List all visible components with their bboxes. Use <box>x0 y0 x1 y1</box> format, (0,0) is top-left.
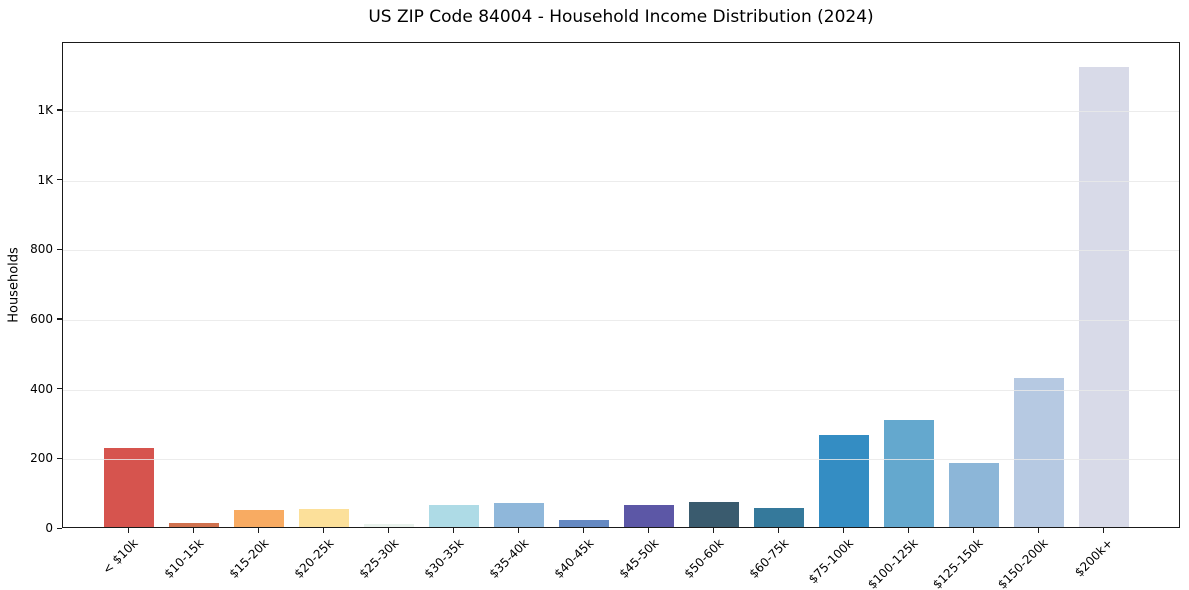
bar-$25-30k <box>364 523 414 527</box>
x-tick-label: $10-15k <box>161 536 206 581</box>
x-tick-label: $60-75k <box>746 536 791 581</box>
y-tick-label: 600 <box>30 311 53 326</box>
bar-$125-150k <box>949 462 999 527</box>
gridline <box>63 389 1179 391</box>
bar-$30-35k <box>429 505 479 527</box>
x-tick-label: $40-45k <box>551 536 596 581</box>
bar-$100-125k <box>884 420 934 527</box>
chart-title: US ZIP Code 84004 - Household Income Dis… <box>368 7 874 27</box>
x-tick-label: $125-150k <box>930 536 986 590</box>
bar-$200k+ <box>1079 67 1129 527</box>
bar-$45-50k <box>624 504 674 527</box>
x-tick-label: $150-200k <box>995 536 1051 590</box>
y-tick-label: 400 <box>30 381 53 396</box>
bar-$150-200k <box>1014 377 1064 527</box>
x-tick-label: $45-50k <box>616 536 661 581</box>
gridline <box>63 459 1179 461</box>
x-tick-label: $20-25k <box>291 536 336 581</box>
x-tick-mark <box>777 528 779 533</box>
x-tick-mark <box>322 528 324 533</box>
x-tick-mark <box>452 528 454 533</box>
x-tick-mark <box>1102 528 1104 533</box>
y-tick-mark <box>57 109 62 111</box>
x-tick-mark <box>647 528 649 533</box>
x-tick-label: $15-20k <box>226 536 271 581</box>
plot-area <box>62 42 1180 528</box>
y-tick-label: 1K <box>37 172 53 187</box>
bar-$75-100k <box>819 434 869 527</box>
x-tick-label: $200k+ <box>1072 536 1116 580</box>
x-tick-mark <box>712 528 714 533</box>
bar-< $10k <box>104 447 154 527</box>
x-tick-label: $100-125k <box>865 536 921 590</box>
y-tick-mark <box>57 179 62 181</box>
x-tick-mark <box>257 528 259 533</box>
bar-$10-15k <box>169 522 219 527</box>
x-tick-label: $35-40k <box>486 536 531 581</box>
x-tick-mark <box>192 528 194 533</box>
y-tick-mark <box>57 248 62 251</box>
gridline <box>63 319 1179 321</box>
bar-$20-25k <box>299 508 349 527</box>
bar-$60-75k <box>754 507 804 527</box>
x-tick-mark <box>842 528 844 533</box>
gridline <box>63 180 1179 182</box>
bar-$35-40k <box>494 503 544 527</box>
x-tick-mark <box>907 528 909 533</box>
y-tick-mark <box>57 388 62 390</box>
y-tick-label: 0 <box>45 521 53 535</box>
x-tick-label: < $10k <box>100 536 141 577</box>
x-tick-label: $30-35k <box>421 536 466 581</box>
y-tick-label: 200 <box>30 451 53 466</box>
x-tick-label: $50-60k <box>681 536 726 581</box>
x-tick-mark <box>1037 528 1039 533</box>
y-tick-mark <box>57 318 62 320</box>
x-tick-label: $75-100k <box>805 536 856 587</box>
x-tick-mark <box>387 528 389 533</box>
bar-$40-45k <box>559 520 609 527</box>
gridline <box>63 250 1179 252</box>
x-tick-mark <box>582 528 584 533</box>
x-tick-label: $25-30k <box>356 536 401 581</box>
x-tick-mark <box>517 528 519 533</box>
gridline <box>63 110 1179 112</box>
x-tick-mark <box>127 528 129 533</box>
y-tick-label: 800 <box>30 242 53 257</box>
x-tick-mark <box>972 528 974 533</box>
y-tick-mark <box>57 457 62 460</box>
y-tick-mark <box>57 527 62 529</box>
y-tick-label: 1K <box>37 102 53 117</box>
bar-$15-20k <box>234 509 284 527</box>
bar-$50-60k <box>689 501 739 527</box>
